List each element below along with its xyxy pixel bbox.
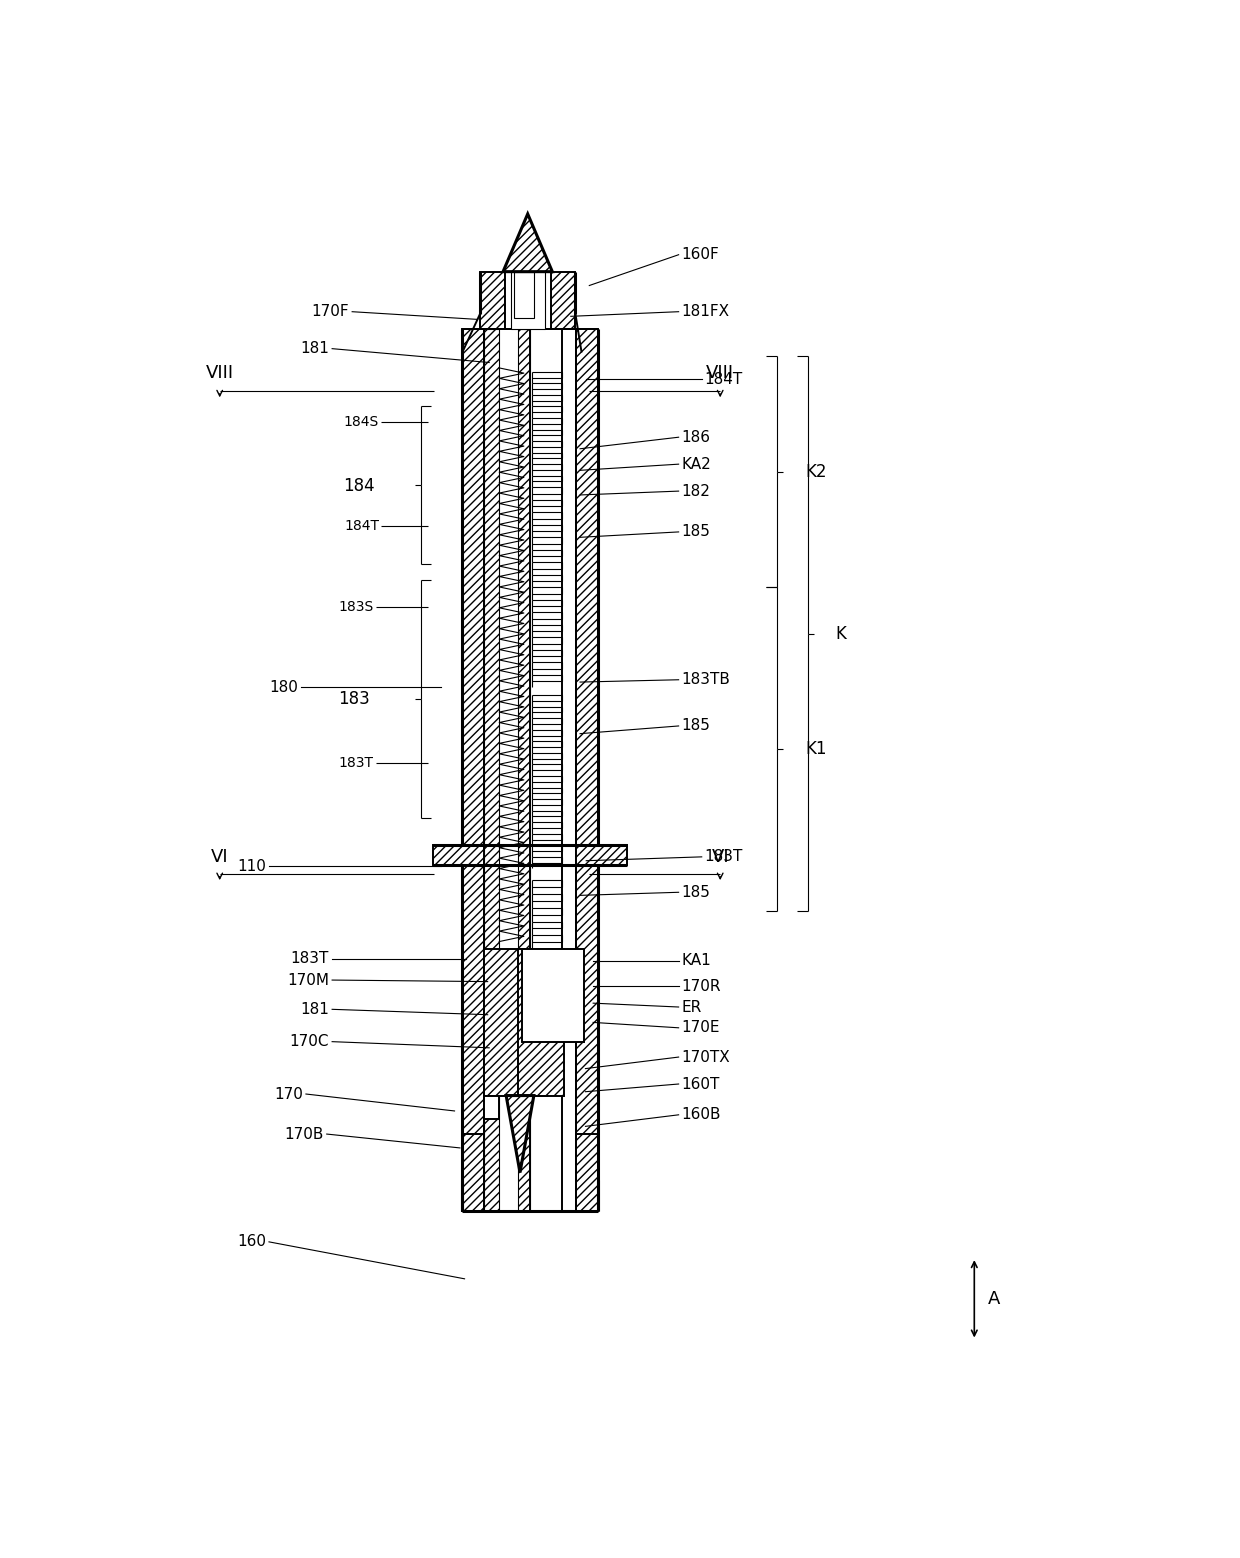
Text: 185: 185 <box>682 718 711 734</box>
Text: 184T: 184T <box>704 372 743 386</box>
Text: 180: 180 <box>269 679 299 695</box>
Bar <box>463 1134 484 1211</box>
Text: A: A <box>988 1290 1001 1307</box>
Text: KA2: KA2 <box>682 456 712 472</box>
Text: 184T: 184T <box>343 519 379 533</box>
Text: 182: 182 <box>682 483 711 499</box>
Text: 184: 184 <box>343 477 376 495</box>
Text: VI: VI <box>712 848 729 866</box>
Text: 160B: 160B <box>682 1108 722 1122</box>
Text: 170B: 170B <box>284 1126 324 1142</box>
Bar <box>513 271 534 318</box>
Bar <box>484 329 500 1211</box>
Text: 185: 185 <box>682 525 711 539</box>
Text: 170M: 170M <box>286 972 329 988</box>
Text: VI: VI <box>211 848 228 866</box>
Bar <box>511 263 544 329</box>
Bar <box>517 329 529 1211</box>
Text: 160: 160 <box>237 1234 265 1250</box>
Text: K1: K1 <box>805 740 826 759</box>
Text: 183T: 183T <box>290 950 329 966</box>
Bar <box>433 846 484 865</box>
Text: 183T: 183T <box>339 756 373 770</box>
Text: 183: 183 <box>339 690 370 707</box>
Text: 170TX: 170TX <box>682 1050 730 1064</box>
Bar <box>517 949 564 1095</box>
Text: 160T: 160T <box>682 1077 720 1092</box>
Text: 160F: 160F <box>682 248 719 262</box>
Text: 183TB: 183TB <box>682 671 730 687</box>
Bar <box>577 846 627 865</box>
Text: 186: 186 <box>682 430 711 444</box>
Bar <box>480 271 505 329</box>
Bar <box>551 271 575 329</box>
Text: 181: 181 <box>300 1002 329 1017</box>
Text: 170R: 170R <box>682 978 722 994</box>
Text: K: K <box>836 625 847 642</box>
Bar <box>484 949 522 1095</box>
Text: 170: 170 <box>274 1086 303 1102</box>
Text: 170E: 170E <box>682 1020 720 1036</box>
Text: 183T: 183T <box>704 849 743 865</box>
Bar <box>577 329 598 1211</box>
Bar <box>463 329 484 1211</box>
Polygon shape <box>503 213 552 271</box>
Text: K2: K2 <box>805 463 826 481</box>
Polygon shape <box>506 1095 534 1173</box>
Text: KA1: KA1 <box>682 953 712 969</box>
Bar <box>522 949 584 1042</box>
Text: 170C: 170C <box>289 1035 329 1049</box>
Text: 185: 185 <box>682 885 711 901</box>
Text: 110: 110 <box>237 858 265 874</box>
Bar <box>505 271 551 329</box>
Bar <box>577 1134 598 1211</box>
Text: VIII: VIII <box>206 365 234 382</box>
Text: 183S: 183S <box>339 600 373 614</box>
Text: VIII: VIII <box>706 365 734 382</box>
Text: 181FX: 181FX <box>682 304 730 319</box>
Text: 184S: 184S <box>343 414 379 428</box>
Text: ER: ER <box>682 1000 702 1014</box>
Text: 181: 181 <box>300 341 329 357</box>
Bar <box>484 1095 500 1119</box>
Text: 170F: 170F <box>311 304 350 319</box>
